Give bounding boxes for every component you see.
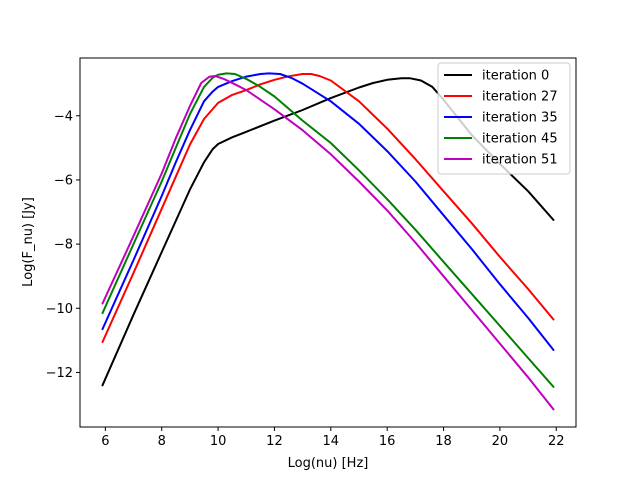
x-axis-label: Log(nu) [Hz] <box>288 456 369 471</box>
legend-label-1: iteration 27 <box>482 90 558 105</box>
legend-label-4: iteration 51 <box>482 153 558 168</box>
series-line-4 <box>101 75 555 411</box>
y-tick-label: −12 <box>46 366 73 381</box>
plot-frame <box>79 57 577 428</box>
y-tick-label: −10 <box>46 302 73 317</box>
legend-box <box>437 62 571 175</box>
x-tick-label: 22 <box>548 434 565 449</box>
x-tick-label: 6 <box>101 434 109 449</box>
y-tick-label: −6 <box>54 173 73 188</box>
x-tick-label: 20 <box>492 434 509 449</box>
x-tick-label: 18 <box>435 434 452 449</box>
legend-label-2: iteration 35 <box>482 111 558 126</box>
y-axis-label: Log(F_nu) [Jy] <box>21 197 36 287</box>
series-line-2 <box>101 72 555 351</box>
x-tick-label: 10 <box>210 434 227 449</box>
y-tick-label: −8 <box>54 238 73 253</box>
x-tick-label: 8 <box>158 434 166 449</box>
series-line-3 <box>101 72 555 388</box>
x-tick-label: 16 <box>379 434 396 449</box>
legend-label-3: iteration 45 <box>482 132 558 147</box>
y-tick-label: −4 <box>54 109 73 124</box>
y-axis-ticks: −12 −10 −8 −6 −4 <box>46 109 80 381</box>
series-line-1 <box>101 73 555 343</box>
legend: iteration 0 iteration 27 iteration 35 itera… <box>437 62 571 175</box>
x-tick-label: 12 <box>266 434 283 449</box>
x-tick-label: 14 <box>323 434 340 449</box>
legend-label-0: iteration 0 <box>482 69 549 84</box>
x-axis-ticks: 6 8 10 12 14 16 18 20 22 <box>101 427 565 449</box>
